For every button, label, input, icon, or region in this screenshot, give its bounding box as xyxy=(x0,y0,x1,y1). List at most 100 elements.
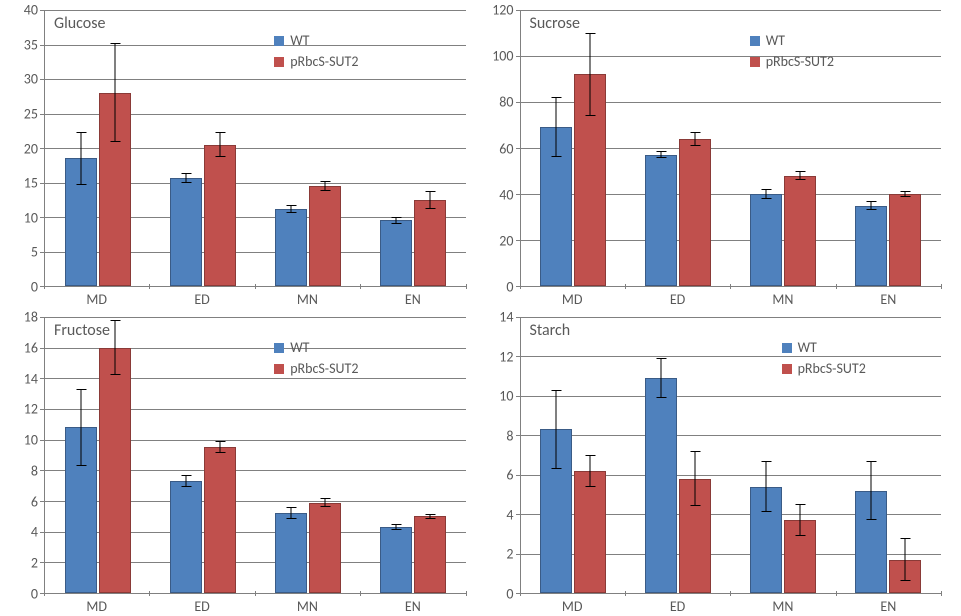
error-cap-icon xyxy=(320,190,330,191)
plot-wrap: 024681012141618 xyxy=(10,317,466,594)
x-tickmark xyxy=(44,284,45,289)
legend: WTpRbcS-SUT2 xyxy=(274,339,358,381)
y-tick-label: 10 xyxy=(499,388,513,405)
bar-cond xyxy=(784,176,816,286)
error-bar xyxy=(185,475,186,487)
x-axis: MDEDMNEN xyxy=(44,596,466,616)
error-cap-icon xyxy=(181,182,191,183)
legend-swatch-icon xyxy=(274,364,284,374)
y-tick-label: 4 xyxy=(506,506,513,523)
error-bar xyxy=(219,441,220,453)
legend-label: WT xyxy=(290,32,309,49)
x-tick-label: MN xyxy=(297,598,318,615)
bar-group xyxy=(380,317,446,593)
x-tick-label: ED xyxy=(194,291,209,308)
bar-wt xyxy=(750,194,782,286)
error-cap-icon xyxy=(391,223,401,224)
error-bar xyxy=(590,33,591,116)
bar-wt xyxy=(170,178,202,286)
legend-label: pRbcS-SUT2 xyxy=(798,360,866,377)
error-cap-icon xyxy=(425,514,435,515)
x-tickmark xyxy=(941,284,942,289)
plot-wrap: 020406080100120 xyxy=(486,10,942,287)
error-cap-icon xyxy=(586,486,596,487)
bar-group xyxy=(855,10,921,286)
x-tickmark xyxy=(466,284,467,289)
panel-sucrose: Sucrose020406080100120MDEDMNENWTpRbcS-SU… xyxy=(486,10,942,287)
legend-label: WT xyxy=(290,339,309,356)
legend-label: WT xyxy=(766,32,785,49)
error-bar xyxy=(695,451,696,506)
error-cap-icon xyxy=(76,132,86,133)
error-cap-icon xyxy=(762,189,772,190)
bar-group xyxy=(65,10,131,286)
bar-cond xyxy=(99,348,131,593)
y-axis: 020406080100120 xyxy=(486,10,520,287)
legend-item: pRbcS-SUT2 xyxy=(750,53,834,70)
bar-area xyxy=(521,317,942,593)
x-tickmark xyxy=(520,591,521,596)
error-cap-icon xyxy=(286,212,296,213)
y-tick-label: 100 xyxy=(492,48,513,65)
error-cap-icon xyxy=(286,205,296,206)
error-cap-icon xyxy=(552,468,562,469)
x-tickmark xyxy=(360,284,361,289)
error-cap-icon xyxy=(181,173,191,174)
x-tick-label: MN xyxy=(772,598,793,615)
error-cap-icon xyxy=(320,181,330,182)
x-tickmark xyxy=(625,284,626,289)
error-cap-icon xyxy=(691,451,701,452)
y-tick-label: 0 xyxy=(31,279,38,296)
y-tick-label: 0 xyxy=(506,279,513,296)
legend: WTpRbcS-SUT2 xyxy=(782,339,866,381)
legend-item: WT xyxy=(274,32,358,49)
y-axis: 02468101214 xyxy=(486,317,520,594)
bar-area xyxy=(521,10,942,286)
x-tick-label: ED xyxy=(194,598,209,615)
bar-wt xyxy=(855,206,887,287)
error-bar xyxy=(290,205,291,213)
x-tick-label: MD xyxy=(562,291,583,308)
error-bar xyxy=(905,538,906,581)
x-tickmark xyxy=(836,591,837,596)
error-cap-icon xyxy=(425,191,435,192)
y-tick-label: 5 xyxy=(31,244,38,261)
y-tick-label: 18 xyxy=(24,309,38,326)
y-tick-label: 40 xyxy=(499,186,513,203)
error-cap-icon xyxy=(215,132,225,133)
error-cap-icon xyxy=(867,201,877,202)
error-cap-icon xyxy=(901,538,911,539)
bar-cond xyxy=(574,471,606,593)
legend-swatch-icon xyxy=(782,343,792,353)
x-tick-label: ED xyxy=(670,598,685,615)
x-tickmark xyxy=(836,284,837,289)
error-bar xyxy=(695,132,696,146)
error-cap-icon xyxy=(76,184,86,185)
error-bar xyxy=(80,389,81,466)
y-tick-label: 16 xyxy=(24,339,38,356)
bar-group xyxy=(540,317,606,593)
error-cap-icon xyxy=(215,452,225,453)
bar-group xyxy=(540,10,606,286)
y-axis: 024681012141618 xyxy=(10,317,44,594)
x-tickmark xyxy=(466,591,467,596)
bar-wt xyxy=(170,481,202,593)
x-tick-label: ED xyxy=(670,291,685,308)
y-tick-label: 12 xyxy=(499,348,513,365)
legend-item: pRbcS-SUT2 xyxy=(274,53,358,70)
error-bar xyxy=(185,173,186,183)
x-tick-label: MD xyxy=(562,598,583,615)
bar-cond xyxy=(309,186,341,286)
x-tickmark xyxy=(730,284,731,289)
error-cap-icon xyxy=(901,580,911,581)
error-cap-icon xyxy=(867,519,877,520)
y-tick-label: 2 xyxy=(31,555,38,572)
plot-area xyxy=(520,317,942,594)
error-cap-icon xyxy=(586,33,596,34)
x-tickmark xyxy=(149,284,150,289)
bar-wt xyxy=(645,378,677,593)
error-bar xyxy=(429,514,430,519)
error-cap-icon xyxy=(320,498,330,499)
bar-wt xyxy=(380,220,412,286)
error-bar xyxy=(324,498,325,507)
